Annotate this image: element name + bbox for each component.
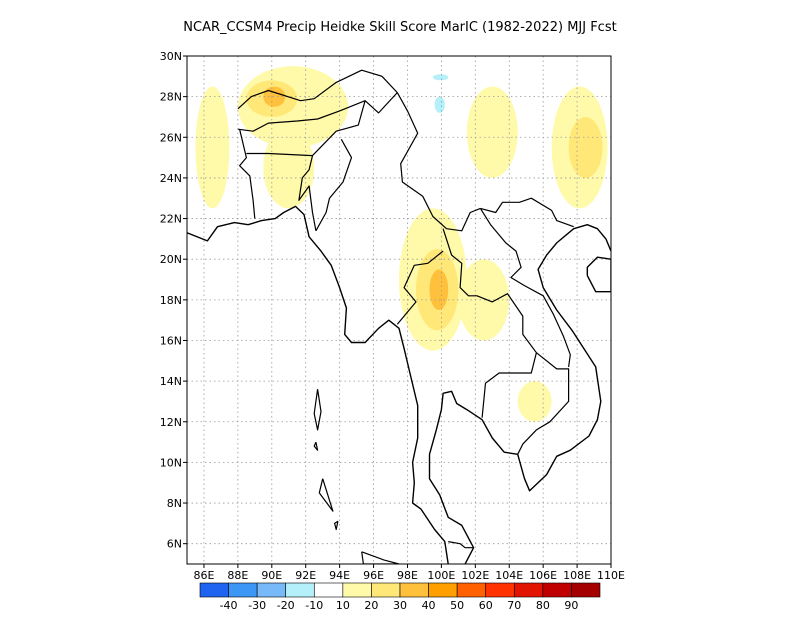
country-border-12 — [448, 541, 474, 549]
island-1 — [313, 441, 319, 451]
y-tick-label-10: 26N — [160, 131, 182, 144]
skill-region-8 — [458, 259, 510, 341]
skill-region-13 — [415, 56, 467, 128]
skill-region-17 — [187, 222, 196, 243]
colorbar-box-2 — [256, 582, 287, 598]
x-tick-label-0: 86E — [193, 569, 214, 582]
x-tick-label-10: 106E — [529, 569, 557, 582]
country-border-5 — [315, 139, 353, 232]
colorbar-box-6 — [371, 582, 401, 598]
country-border-3 — [246, 152, 317, 231]
skill-region-10 — [568, 116, 603, 178]
colorbar-label-8: 50 — [450, 599, 464, 612]
colorbar-box-12 — [542, 582, 572, 598]
colorbar-label-10: 70 — [507, 599, 521, 612]
colorbar-box-9 — [456, 582, 487, 598]
skill-region-15 — [432, 74, 449, 81]
y-tick-label-8: 22N — [160, 213, 182, 226]
x-tick-label-3: 92E — [295, 569, 316, 582]
map-title: NCAR_CCSM4 Precip Heidke Skill Score Mar… — [183, 20, 617, 35]
coastline-2 — [586, 256, 611, 293]
colorbar-box-8 — [428, 582, 458, 598]
y-tick-label-2: 10N — [160, 456, 182, 469]
island-0 — [313, 389, 322, 431]
colorbar-label-6: 30 — [393, 599, 407, 612]
coastlines-and-borders — [187, 69, 611, 564]
x-tick-label-5: 96E — [363, 569, 384, 582]
country-border-6 — [396, 92, 481, 232]
y-tick-label-9: 24N — [160, 172, 182, 185]
colorbar-box-7 — [399, 582, 429, 598]
country-border-1 — [237, 92, 398, 132]
colorbar-box-0 — [199, 582, 229, 598]
island-2 — [318, 478, 334, 512]
colorbar-label-3: -10 — [305, 599, 323, 612]
skill-region-0 — [195, 86, 230, 209]
skill-score-fill — [187, 56, 608, 422]
country-border-4 — [312, 100, 366, 157]
colorbar-box-11 — [513, 582, 544, 598]
skill-region-12 — [517, 381, 552, 422]
colorbar-label-2: -20 — [277, 599, 295, 612]
plot-frame — [186, 55, 612, 565]
x-tick-label-6: 98E — [397, 569, 418, 582]
colorbar-label-4: 10 — [336, 599, 350, 612]
country-border-9 — [480, 197, 574, 228]
colorbar-box-1 — [228, 582, 258, 598]
coastline-1 — [428, 224, 611, 564]
x-tick-label-8: 102E — [461, 569, 489, 582]
x-tick-label-2: 90E — [261, 569, 282, 582]
colorbar-label-12: 90 — [564, 599, 578, 612]
country-border-11 — [517, 352, 570, 455]
colorbar-label-9: 60 — [479, 599, 493, 612]
x-tick-label-12: 110E — [597, 569, 625, 582]
y-tick-label-5: 16N — [160, 334, 182, 347]
country-border-0 — [237, 69, 398, 110]
country-border-7 — [442, 228, 537, 418]
colorbar-label-5: 20 — [364, 599, 378, 612]
skill-region-18 — [361, 56, 383, 67]
y-tick-label-3: 12N — [160, 416, 182, 429]
y-tick-label-1: 8N — [167, 497, 182, 510]
colorbar-box-4 — [313, 582, 344, 598]
country-border-10 — [479, 208, 571, 367]
x-tick-label-7: 100E — [427, 569, 455, 582]
colorbar-label-11: 80 — [536, 599, 550, 612]
coastline-0 — [187, 205, 449, 564]
colorbar-label-1: -30 — [248, 599, 266, 612]
y-tick-label-12: 30N — [160, 50, 182, 63]
colorbar-box-13 — [571, 582, 601, 598]
skill-region-3 — [263, 86, 286, 107]
x-tick-label-9: 104E — [495, 569, 523, 582]
colorbar: -40 -30 -20 -10 10 20 30 40 50 60 70 80 90 — [199, 582, 601, 612]
y-tick-label-11: 28N — [160, 91, 182, 104]
country-border-8 — [396, 250, 444, 325]
y-tick-label-7: 20N — [160, 253, 182, 266]
y-tick-label-0: 6N — [167, 538, 182, 551]
skill-region-11 — [466, 86, 518, 178]
colorbar-box-3 — [285, 582, 315, 598]
x-tick-label-11: 108E — [563, 569, 591, 582]
country-border-2 — [239, 129, 256, 219]
latitude-axis: 6N 8N 10N 12N 14N 16N 18N 20N 22N 24N 26N 28N 30N — [160, 50, 187, 551]
skill-region-14 — [434, 96, 445, 113]
colorbar-label-7: 40 — [422, 599, 436, 612]
x-tick-label-1: 88E — [227, 569, 248, 582]
colorbar-label-0: -40 — [220, 599, 238, 612]
x-tick-label-4: 94E — [329, 569, 350, 582]
skill-region-7 — [429, 269, 449, 310]
colorbar-box-5 — [342, 582, 372, 598]
y-tick-label-6: 18N — [160, 294, 182, 307]
skill-region-4 — [263, 127, 315, 209]
longitude-axis: 86E 88E 90E 92E 94E 96E 98E 100E 102E 104E 106E 108… — [193, 564, 625, 582]
colorbar-box-10 — [485, 582, 515, 598]
island-3 — [334, 520, 339, 531]
island-4 — [361, 551, 400, 564]
y-tick-label-4: 14N — [160, 375, 182, 388]
